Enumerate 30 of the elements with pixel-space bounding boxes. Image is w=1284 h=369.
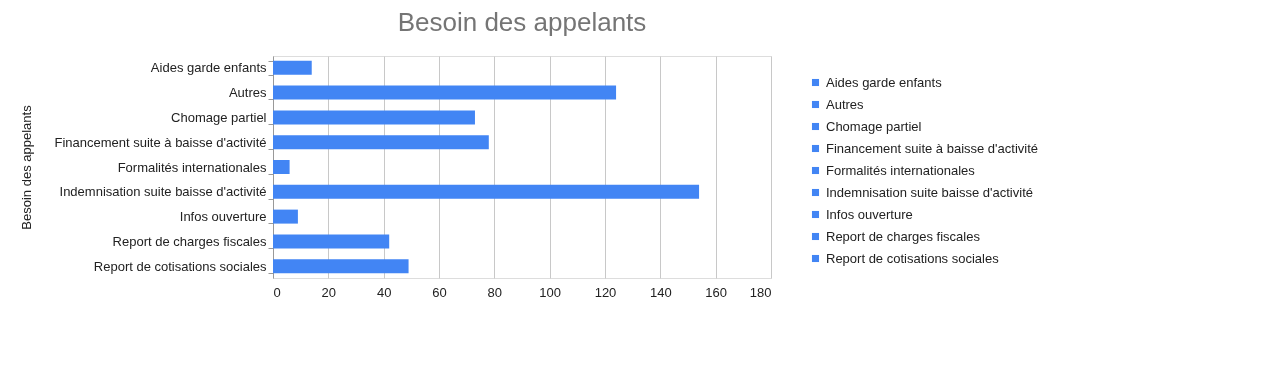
x-tick-label: 40 [376,284,392,300]
y-tick-label: Chomage partiel [171,109,267,125]
y-tick-label: Autres [228,85,267,101]
legend-label: Chomage partiel [826,118,922,134]
x-tick-label: 180 [749,284,772,300]
y-tick-label: Infos ouverture [179,209,267,225]
x-tick-label: 80 [487,284,503,300]
x-tick-label: 20 [321,284,337,300]
legend-label: Report de cotisations sociales [826,250,1000,266]
y-tick-label: Report de cotisations sociales [93,258,267,274]
legend-label: Financement suite à baisse d'activité [826,140,1039,156]
x-tick-label: 120 [594,284,617,300]
legend-label: Aides garde enfants [826,74,943,90]
legend-label: Report de charges fiscales [826,228,981,244]
y-tick-label: Indemnisation suite baisse d'activité [59,184,267,200]
y-tick-label: Formalités internationales [117,159,267,175]
legend-label: Infos ouverture [826,206,913,222]
x-tick-label: 140 [649,284,672,300]
legend-label: Formalités internationales [826,162,976,178]
chart-title: Besoin des appelants [397,7,647,37]
y-tick-label: Report de charges fiscales [112,233,267,249]
x-tick-label: 0 [273,284,281,300]
x-tick-label: 100 [539,284,562,300]
x-tick-label: 60 [432,284,447,300]
legend-label: Indemnisation suite baisse d'activité [826,184,1033,200]
legend-label: Autres [826,96,865,112]
y-tick-label: Aides garde enfants [150,60,267,76]
x-tick-label: 160 [705,284,728,300]
y-axis-title: Besoin des appelants [18,104,34,230]
y-tick-label: Financement suite à baisse d'activité [54,134,267,150]
